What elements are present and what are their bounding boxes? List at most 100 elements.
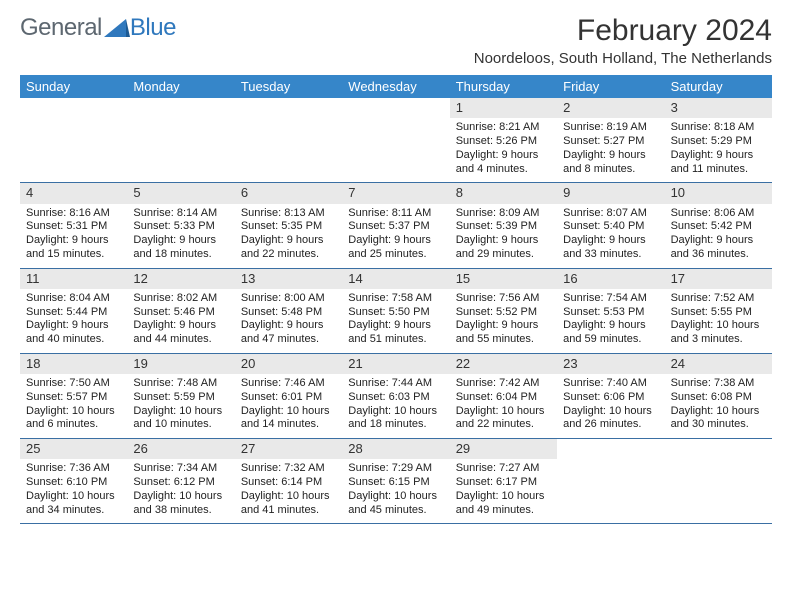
- sunrise-line: Sunrise: 8:04 AM: [26, 292, 121, 306]
- day-cell: 14Sunrise: 7:58 AMSunset: 5:50 PMDayligh…: [342, 269, 449, 353]
- sunrise-line: Sunrise: 7:46 AM: [241, 377, 336, 391]
- day-number: 10: [665, 183, 772, 203]
- day-cell: [342, 98, 449, 182]
- sunset-line: Sunset: 5:46 PM: [133, 306, 228, 320]
- sunrise-line: Sunrise: 8:16 AM: [26, 207, 121, 221]
- sunset-line: Sunset: 6:03 PM: [348, 391, 443, 405]
- sunrise-line: Sunrise: 7:44 AM: [348, 377, 443, 391]
- title-block: February 2024 Noordeloos, South Holland,…: [474, 14, 772, 67]
- day-number: 16: [557, 269, 664, 289]
- sunset-line: Sunset: 6:12 PM: [133, 476, 228, 490]
- daylight-line: Daylight: 9 hours and 36 minutes.: [671, 234, 766, 262]
- day-cell: 17Sunrise: 7:52 AMSunset: 5:55 PMDayligh…: [665, 269, 772, 353]
- day-cell: 2 Sunrise: 8:19 AMSunset: 5:27 PMDaylight…: [557, 98, 664, 182]
- logo-text-blue: Blue: [130, 14, 176, 42]
- day-number: 2: [557, 98, 664, 118]
- sunrise-line: Sunrise: 7:54 AM: [563, 292, 658, 306]
- sunrise-line: Sunrise: 8:19 AM: [563, 121, 658, 135]
- day-number: 5: [127, 183, 234, 203]
- sunset-line: Sunset: 5:50 PM: [348, 306, 443, 320]
- sunset-line: Sunset: 5:57 PM: [26, 391, 121, 405]
- day-number: 27: [235, 439, 342, 459]
- daylight-line: Daylight: 9 hours and 4 minutes.: [456, 149, 551, 177]
- empty-cell: [26, 98, 121, 118]
- day-cell: 20Sunrise: 7:46 AMSunset: 6:01 PMDayligh…: [235, 354, 342, 438]
- day-number: 4: [20, 183, 127, 203]
- daylight-line: Daylight: 9 hours and 44 minutes.: [133, 319, 228, 347]
- sunset-line: Sunset: 5:55 PM: [671, 306, 766, 320]
- day-cell: 11 Sunrise: 8:04 AMSunset: 5:44 PMDayligh…: [20, 269, 127, 353]
- day-number: 25: [20, 439, 127, 459]
- sunset-line: Sunset: 5:39 PM: [456, 220, 551, 234]
- sunrise-line: Sunrise: 8:11 AM: [348, 207, 443, 221]
- header-bar: General Blue February 2024 Noordeloos, S…: [20, 14, 772, 67]
- day-header: Friday: [557, 75, 664, 98]
- sunset-line: Sunset: 6:04 PM: [456, 391, 551, 405]
- day-header: Sunday: [20, 75, 127, 98]
- sunrise-line: Sunrise: 7:48 AM: [133, 377, 228, 391]
- sunset-line: Sunset: 5:53 PM: [563, 306, 658, 320]
- day-cell: 23Sunrise: 7:40 AMSunset: 6:06 PMDayligh…: [557, 354, 664, 438]
- sunset-line: Sunset: 5:52 PM: [456, 306, 551, 320]
- sunset-line: Sunset: 5:29 PM: [671, 135, 766, 149]
- calendar-week-row: 25Sunrise: 7:36 AMSunset: 6:10 PMDayligh…: [20, 439, 772, 524]
- daylight-line: Daylight: 9 hours and 59 minutes.: [563, 319, 658, 347]
- daylight-line: Daylight: 9 hours and 18 minutes.: [133, 234, 228, 262]
- day-cell: 3Sunrise: 8:18 AMSunset: 5:29 PMDaylight…: [665, 98, 772, 182]
- calendar-week-row: 1Sunrise: 8:21 AMSunset: 5:26 PMDaylight…: [20, 98, 772, 183]
- sunrise-line: Sunrise: 8:02 AM: [133, 292, 228, 306]
- daylight-line: Daylight: 9 hours and 33 minutes.: [563, 234, 658, 262]
- day-cell: 24Sunrise: 7:38 AMSunset: 6:08 PMDayligh…: [665, 354, 772, 438]
- sunset-line: Sunset: 6:17 PM: [456, 476, 551, 490]
- day-cell: 4Sunrise: 8:16 AMSunset: 5:31 PMDaylight…: [20, 183, 127, 267]
- sunrise-line: Sunrise: 7:34 AM: [133, 462, 228, 476]
- sunset-line: Sunset: 6:06 PM: [563, 391, 658, 405]
- calendar-week-row: 18Sunrise: 7:50 AMSunset: 5:57 PMDayligh…: [20, 354, 772, 439]
- sunrise-line: Sunrise: 8:06 AM: [671, 207, 766, 221]
- daylight-line: Daylight: 9 hours and 55 minutes.: [456, 319, 551, 347]
- day-number: 1: [450, 98, 557, 118]
- sunrise-line: Sunrise: 7:42 AM: [456, 377, 551, 391]
- sunrise-line: Sunrise: 8:07 AM: [563, 207, 658, 221]
- daylight-line: Daylight: 9 hours and 29 minutes.: [456, 234, 551, 262]
- sunset-line: Sunset: 6:10 PM: [26, 476, 121, 490]
- day-cell: 26Sunrise: 7:34 AMSunset: 6:12 PMDayligh…: [127, 439, 234, 523]
- day-cell: 10 Sunrise: 8:06 AMSunset: 5:42 PMDayligh…: [665, 183, 772, 267]
- daylight-line: Daylight: 10 hours and 41 minutes.: [241, 490, 336, 518]
- calendar-week-row: 11Sunrise: 8:04 AMSunset: 5:44 PMDayligh…: [20, 269, 772, 354]
- page-subtitle: Noordeloos, South Holland, The Netherlan…: [474, 50, 772, 67]
- day-cell: 19Sunrise: 7:48 AMSunset: 5:59 PMDayligh…: [127, 354, 234, 438]
- day-number: 11: [20, 269, 127, 289]
- empty-cell: [241, 98, 336, 118]
- day-cell: 22Sunrise: 7:42 AMSunset: 6:04 PMDayligh…: [450, 354, 557, 438]
- sunrise-line: Sunrise: 7:52 AM: [671, 292, 766, 306]
- page-title: February 2024: [474, 14, 772, 48]
- sunset-line: Sunset: 5:27 PM: [563, 135, 658, 149]
- daylight-line: Daylight: 9 hours and 51 minutes.: [348, 319, 443, 347]
- day-cell: 7Sunrise: 8:11 AMSunset: 5:37 PMDaylight…: [342, 183, 449, 267]
- daylight-line: Daylight: 10 hours and 30 minutes.: [671, 405, 766, 433]
- sunset-line: Sunset: 5:42 PM: [671, 220, 766, 234]
- daylight-line: Daylight: 10 hours and 3 minutes.: [671, 319, 766, 347]
- sunrise-line: Sunrise: 8:14 AM: [133, 207, 228, 221]
- sunset-line: Sunset: 5:37 PM: [348, 220, 443, 234]
- sunrise-line: Sunrise: 7:56 AM: [456, 292, 551, 306]
- day-cell: 16 Sunrise: 7:54 AMSunset: 5:53 PMDayligh…: [557, 269, 664, 353]
- day-number: 15: [450, 269, 557, 289]
- sunrise-line: Sunrise: 7:38 AM: [671, 377, 766, 391]
- daylight-line: Daylight: 9 hours and 22 minutes.: [241, 234, 336, 262]
- day-number: 29: [450, 439, 557, 459]
- sunrise-line: Sunrise: 8:09 AM: [456, 207, 551, 221]
- daylight-line: Daylight: 9 hours and 8 minutes.: [563, 149, 658, 177]
- day-cell: 1Sunrise: 8:21 AMSunset: 5:26 PMDaylight…: [450, 98, 557, 182]
- daylight-line: Daylight: 9 hours and 40 minutes.: [26, 319, 121, 347]
- sunrise-line: Sunrise: 8:00 AM: [241, 292, 336, 306]
- day-cell: [20, 98, 127, 182]
- calendar-header-row: SundayMondayTuesdayWednesdayThursdayFrid…: [20, 75, 772, 98]
- day-number: 26: [127, 439, 234, 459]
- sunrise-line: Sunrise: 7:40 AM: [563, 377, 658, 391]
- day-number: 12: [127, 269, 234, 289]
- sunset-line: Sunset: 5:44 PM: [26, 306, 121, 320]
- daylight-line: Daylight: 10 hours and 49 minutes.: [456, 490, 551, 518]
- sunset-line: Sunset: 5:35 PM: [241, 220, 336, 234]
